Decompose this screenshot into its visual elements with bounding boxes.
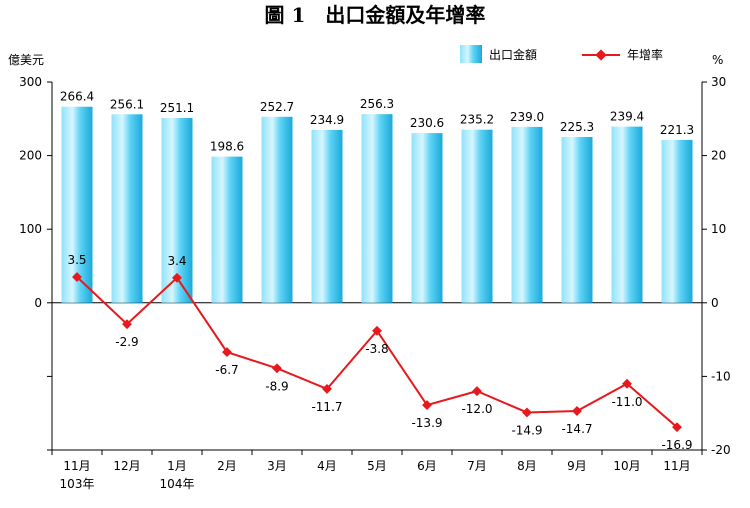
bar	[411, 133, 443, 303]
line-value-label: -16.9	[661, 438, 692, 452]
left-tick-label: 0	[34, 296, 42, 310]
bar-value-label: 230.6	[410, 116, 444, 130]
line-point	[522, 407, 532, 418]
right-tick-label: 10	[711, 222, 726, 236]
left-tick-label: 200	[19, 149, 42, 163]
line-value-label: -8.9	[265, 379, 288, 393]
x-tick-label: 12月	[113, 459, 140, 473]
bar	[361, 114, 393, 303]
plot-area: 0 100 200 300 -20 -10 0 10 20 30 11月 103年 12月 1月 104年 2…	[19, 75, 731, 491]
x-tick-label: 3月	[267, 459, 287, 473]
x-tick-label: 11月	[663, 459, 690, 473]
right-tick-label: 20	[711, 149, 726, 163]
line-point	[222, 347, 232, 358]
bar-value-label: 235.2	[460, 113, 494, 127]
left-tick-label: 300	[19, 75, 42, 89]
legend-bar-label: 出口金額	[489, 47, 537, 62]
legend-bar-swatch	[460, 45, 482, 63]
line-value-label: 3.4	[167, 254, 186, 268]
line-point	[322, 383, 332, 394]
right-tick-label: -20	[711, 443, 731, 457]
bar	[661, 139, 693, 303]
right-tick-label: 0	[711, 296, 719, 310]
x-tick-label: 10月	[613, 459, 640, 473]
bar	[461, 129, 493, 303]
x-tick-label: 7月	[467, 459, 487, 473]
bar-value-label: 221.3	[660, 123, 694, 137]
line-point	[472, 386, 482, 397]
bar-value-label: 252.7	[260, 100, 294, 114]
line-point	[422, 400, 432, 411]
bar	[561, 136, 593, 303]
bar-value-label: 234.9	[310, 113, 344, 127]
bar-value-label: 239.0	[510, 110, 544, 124]
bar	[111, 114, 143, 303]
bar-value-label: 251.1	[160, 101, 194, 115]
line-value-label: -2.9	[115, 335, 138, 349]
line-value-label: -3.8	[365, 342, 388, 356]
line-point	[622, 378, 632, 389]
bar-value-label: 266.4	[60, 90, 94, 104]
legend: 出口金額 年增率	[460, 45, 663, 63]
legend-line-label: 年增率	[627, 47, 663, 62]
line-value-label: 3.5	[67, 253, 86, 267]
bar	[261, 116, 293, 303]
bar	[611, 126, 643, 303]
x-tick-label: 1月	[167, 459, 187, 473]
bar-value-label: 225.3	[560, 120, 594, 134]
line-value-label: -12.0	[461, 402, 492, 416]
right-axis-unit: %	[712, 53, 723, 67]
bar-value-label: 198.6	[210, 140, 244, 154]
line-point	[172, 272, 182, 283]
bar	[61, 106, 93, 303]
line-point	[372, 325, 382, 336]
right-tick-label: -10	[711, 369, 731, 383]
bar-value-label: 256.1	[110, 97, 144, 111]
line-point	[272, 363, 282, 374]
x-tick-label: 5月	[367, 459, 387, 473]
line-value-label: -6.7	[215, 363, 238, 377]
bar	[511, 126, 543, 303]
line-value-label: -11.7	[311, 400, 342, 414]
bar	[311, 129, 343, 303]
x-year-label: 104年	[160, 477, 195, 491]
line-value-label: -14.9	[511, 423, 542, 437]
x-tick-label: 11月	[63, 459, 90, 473]
line-point	[672, 422, 682, 433]
line-value-label: -14.7	[561, 422, 592, 436]
left-axis-unit: 億美元	[8, 53, 44, 67]
x-year-label: 103年	[60, 477, 95, 491]
bar	[211, 156, 243, 303]
left-tick-label: 100	[19, 222, 42, 236]
x-tick-label: 8月	[517, 459, 537, 473]
right-tick-label: 30	[711, 75, 726, 89]
bar-value-label: 239.4	[610, 110, 644, 124]
x-tick-label: 9月	[567, 459, 587, 473]
x-tick-label: 4月	[317, 459, 337, 473]
x-tick-label: 2月	[217, 459, 237, 473]
legend-line-marker	[595, 49, 607, 61]
bar-value-label: 256.3	[360, 97, 394, 111]
chart-title: 圖 1 出口金額及年增率	[265, 3, 486, 27]
line-value-label: -13.9	[411, 416, 442, 430]
line-value-label: -11.0	[611, 395, 642, 409]
bar	[161, 117, 193, 303]
line-point	[572, 406, 582, 416]
x-tick-label: 6月	[417, 459, 437, 473]
